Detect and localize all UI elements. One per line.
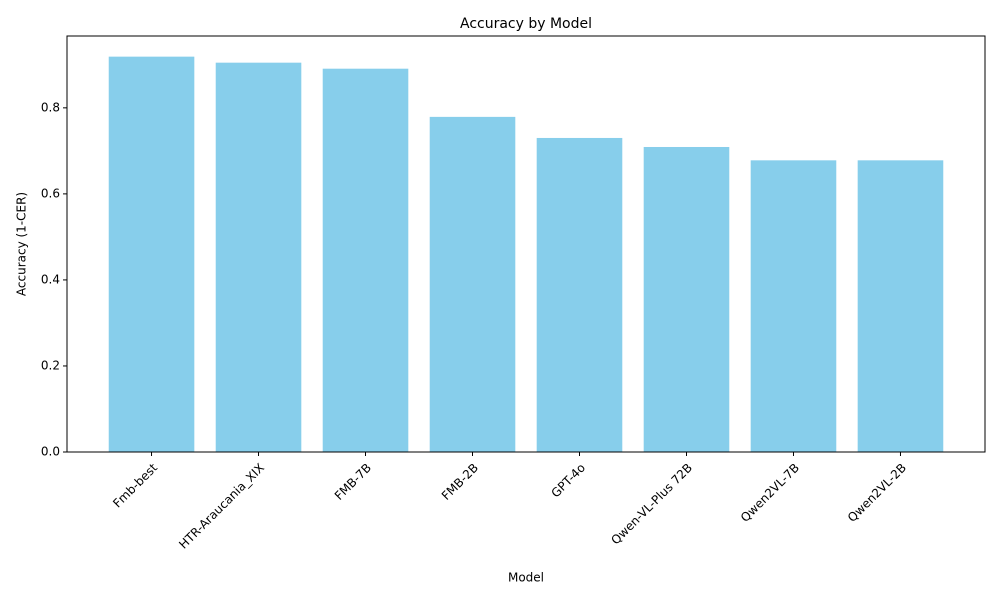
- bar: [429, 116, 516, 452]
- y-tick-label: 0.6: [41, 186, 60, 200]
- x-tick-label: Qwen-VL-Plus 72B: [608, 461, 695, 548]
- y-tick-label: 0.2: [41, 358, 60, 372]
- x-tick-label: GPT-4o: [548, 461, 588, 501]
- x-tick-label: HTR-Araucania_XIX: [176, 461, 267, 552]
- chart-title: Accuracy by Model: [460, 16, 592, 32]
- bar: [857, 160, 944, 452]
- y-axis-label: Accuracy (1-CER): [15, 192, 29, 296]
- bar: [322, 68, 409, 452]
- y-tick-label: 0.8: [41, 100, 60, 114]
- x-tick-label: FMB-7B: [332, 461, 374, 503]
- x-axis-label: Model: [508, 571, 544, 585]
- bar: [108, 56, 195, 453]
- x-tick-label: FMB-2B: [439, 461, 481, 503]
- x-tick-label: Fmb-best: [110, 460, 160, 510]
- x-tick-label: Qwen2VL-7B: [738, 461, 802, 525]
- plot-frame: [66, 35, 986, 453]
- bar: [750, 160, 837, 452]
- x-tick-label: Qwen2VL-2B: [845, 461, 909, 525]
- y-tick-label: 0.0: [41, 445, 60, 459]
- bar: [643, 146, 730, 452]
- bar: [215, 62, 302, 452]
- bar: [536, 137, 623, 452]
- y-tick-label: 0.4: [41, 272, 60, 286]
